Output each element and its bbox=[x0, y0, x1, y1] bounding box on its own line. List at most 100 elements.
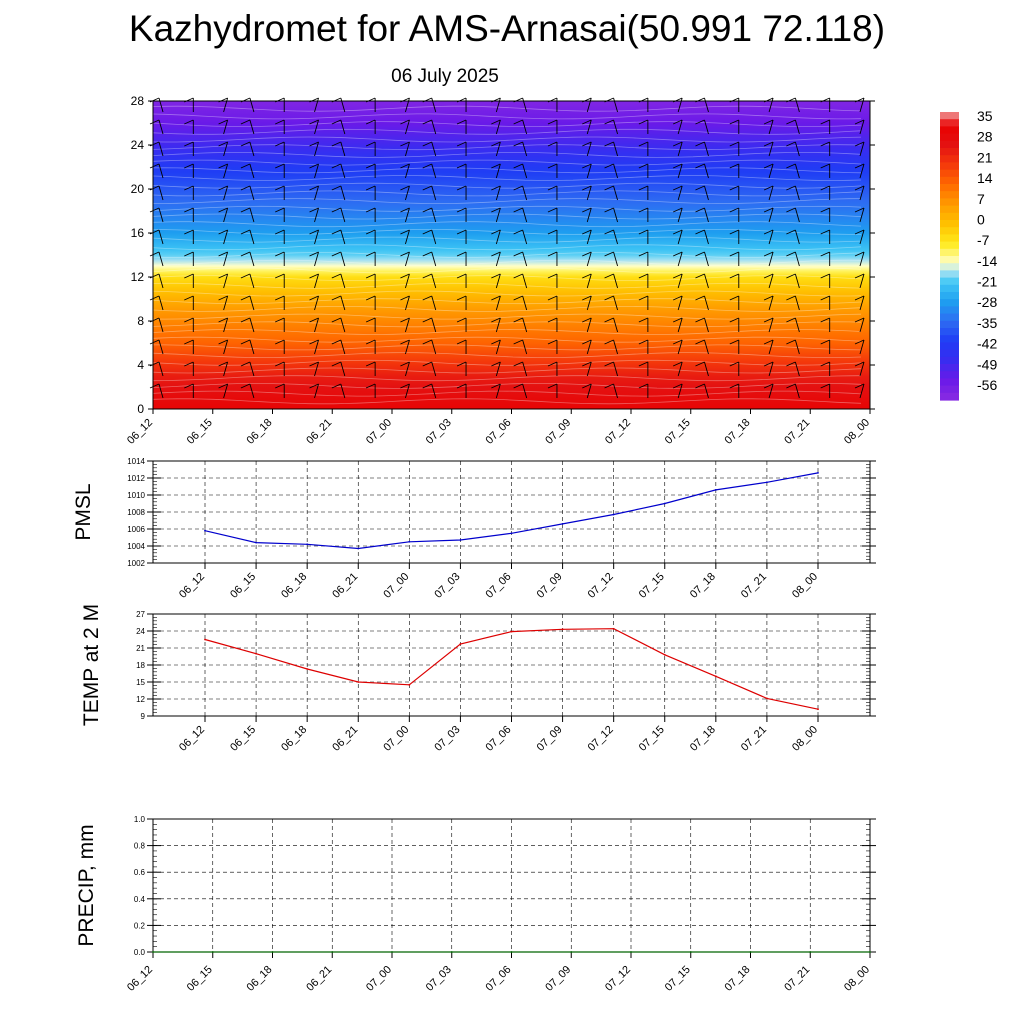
wind-barb-flag bbox=[547, 317, 558, 323]
wind-barb-flag bbox=[672, 339, 683, 345]
wind-barb-flag bbox=[331, 295, 342, 301]
wind-barb-staff bbox=[794, 97, 800, 113]
wind-barb-staff bbox=[431, 163, 437, 179]
wind-barb-staff bbox=[677, 251, 683, 267]
heatmap-y-tick-label: 16 bbox=[131, 226, 145, 240]
colorbar-segment bbox=[940, 299, 959, 307]
heatmap-x-tick-label: 07_12 bbox=[603, 417, 633, 447]
wind-barb-staff bbox=[768, 185, 774, 201]
wind-barb-flag bbox=[638, 141, 649, 147]
wind-barb-staff bbox=[522, 273, 528, 289]
x-tick-label: 07_15 bbox=[637, 724, 667, 754]
wind-barb-flag bbox=[729, 229, 739, 235]
wind-barb-flag bbox=[309, 119, 319, 125]
wind-barb-staff bbox=[859, 361, 865, 377]
wind-barb-staff bbox=[158, 207, 164, 223]
wind-barb-staff bbox=[405, 339, 410, 355]
x-tick-label: 07_15 bbox=[637, 571, 667, 601]
wind-barb-flag bbox=[309, 383, 319, 389]
wind-barb-flag bbox=[184, 251, 194, 257]
wind-barb-staff bbox=[586, 97, 592, 113]
wind-barb-staff bbox=[677, 119, 683, 135]
isoline bbox=[152, 382, 862, 389]
wind-barb-flag bbox=[582, 383, 592, 389]
wind-barb-staff bbox=[340, 383, 346, 399]
colorbar-label: -35 bbox=[977, 315, 997, 331]
wind-barb-flag bbox=[672, 251, 683, 257]
wind-barb-flag bbox=[184, 119, 194, 125]
wind-barb-flag bbox=[638, 361, 649, 367]
colorbar-segment bbox=[940, 119, 959, 127]
wind-barb-staff bbox=[405, 229, 410, 245]
isoline bbox=[152, 121, 862, 128]
y-axis-label: PMSL bbox=[72, 483, 95, 540]
wind-barb-flag bbox=[763, 207, 774, 213]
wind-barb-flag bbox=[456, 339, 467, 345]
heatmap-y-tick-label: 4 bbox=[137, 358, 144, 372]
colorbar-segment bbox=[940, 277, 959, 286]
wind-barb-staff bbox=[405, 251, 410, 267]
wind-barb-flag bbox=[400, 317, 410, 323]
wind-barb-staff bbox=[314, 251, 319, 267]
colorbar-segment bbox=[940, 184, 959, 192]
wind-barb-flag bbox=[763, 229, 774, 235]
wind-barb-flag bbox=[672, 185, 683, 191]
wind-barb-staff bbox=[249, 361, 255, 377]
x-tick-label: 06_21 bbox=[330, 724, 360, 754]
x-tick-label: 07_18 bbox=[688, 571, 718, 601]
wind-barb-staff bbox=[249, 97, 255, 113]
wind-barb-flag bbox=[513, 361, 523, 367]
wind-barb-flag bbox=[422, 207, 432, 213]
wind-barb-flag bbox=[400, 119, 410, 125]
colorbar-segment bbox=[940, 392, 959, 401]
x-tick-label: 07_09 bbox=[543, 964, 573, 994]
wind-barb-flag bbox=[729, 207, 739, 213]
wind-barb-flag bbox=[184, 141, 194, 147]
wind-barb-flag bbox=[240, 361, 251, 367]
wind-barb-flag bbox=[672, 295, 683, 301]
wind-barb-flag bbox=[604, 229, 614, 235]
isoline bbox=[152, 321, 862, 328]
wind-barb-flag bbox=[456, 207, 467, 213]
wind-barb-staff bbox=[314, 361, 319, 377]
wind-barb-flag bbox=[763, 339, 774, 345]
wind-barb-staff bbox=[859, 273, 865, 289]
wind-barb-staff bbox=[314, 119, 319, 135]
data-point bbox=[306, 543, 309, 546]
data-point bbox=[459, 643, 462, 645]
isoline bbox=[152, 105, 862, 112]
colorbar-segment bbox=[940, 133, 959, 142]
wind-barb-staff bbox=[613, 251, 618, 267]
y-tick-label: 12 bbox=[136, 695, 145, 704]
wind-barb-flag bbox=[400, 163, 410, 169]
x-tick-label: 06_21 bbox=[304, 964, 334, 994]
wind-barb-flag bbox=[854, 251, 865, 257]
isoline bbox=[152, 198, 862, 204]
x-tick-label: 07_06 bbox=[484, 571, 514, 601]
wind-barb-staff bbox=[586, 207, 592, 223]
data-point bbox=[204, 529, 206, 532]
wind-barb-flag bbox=[547, 273, 558, 279]
wind-barb-flag bbox=[240, 163, 251, 169]
isoline bbox=[152, 352, 862, 359]
wind-barb-flag bbox=[786, 273, 796, 279]
colorbar-segment bbox=[940, 248, 959, 257]
isoline bbox=[152, 259, 862, 266]
wind-barb-flag bbox=[218, 361, 228, 367]
y-tick-label: 0.2 bbox=[134, 921, 146, 930]
wind-barb-flag bbox=[218, 229, 228, 235]
wind-barb-staff bbox=[158, 361, 164, 377]
wind-barb-staff bbox=[223, 361, 229, 377]
wind-barb-flag bbox=[275, 119, 285, 125]
wind-barb-flag bbox=[763, 383, 774, 389]
wind-barb-flag bbox=[854, 185, 865, 191]
y-tick-label: 21 bbox=[136, 644, 145, 653]
wind-barb-staff bbox=[794, 163, 800, 179]
isoline bbox=[152, 359, 862, 366]
wind-barb-flag bbox=[218, 141, 228, 147]
wind-barb-flag bbox=[820, 273, 830, 279]
wind-barb-flag bbox=[422, 119, 432, 125]
wind-barb-flag bbox=[786, 163, 796, 169]
wind-barb-staff bbox=[314, 339, 319, 355]
wind-barb-flag bbox=[763, 361, 774, 367]
